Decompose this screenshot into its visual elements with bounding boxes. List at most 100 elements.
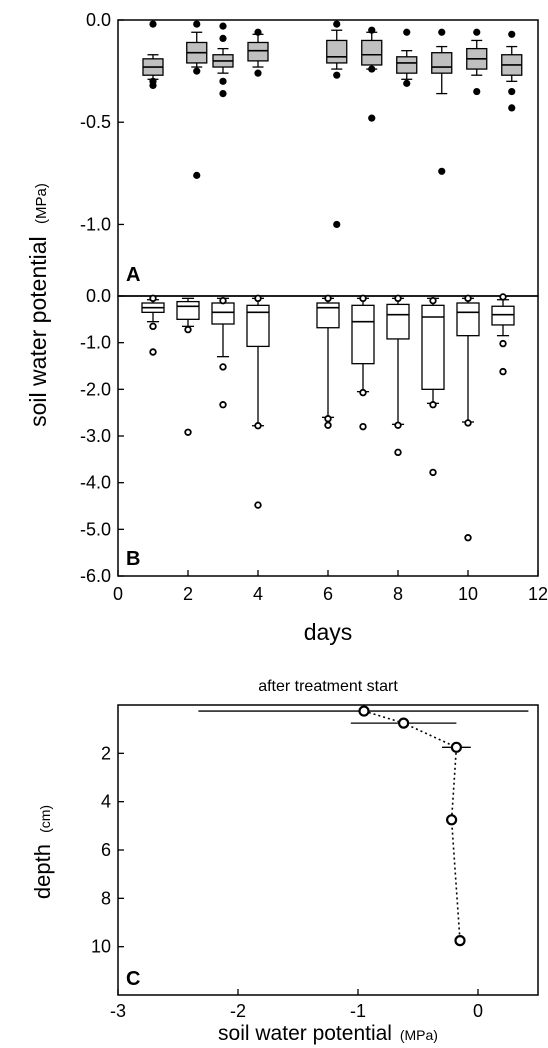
panel-b-axes: 0.0 -1.0 -2.0 -3.0 -4.0 -5.0 -6.00 2 4 6 8 10 12 (80, 286, 548, 604)
panel-c-profile-line (363, 710, 461, 941)
panel-a-box-body (431, 52, 453, 74)
panel-c-plot (198, 705, 529, 947)
panel-a-outlier (508, 30, 516, 38)
panel-b-outlier (219, 401, 227, 409)
panel-a-outlier (219, 77, 227, 85)
panel-c-ylabel-text: depth (30, 844, 55, 899)
panel-b-outlier (499, 367, 507, 376)
panel-b-outlier (464, 419, 472, 427)
panel-c-frame (117, 704, 539, 996)
panel-b-box-1 (141, 294, 165, 356)
panel-a-outlier (333, 71, 341, 79)
panel-b-outlier (254, 422, 262, 430)
panel-a: A 0.0 -0.5 -1.0 (80, 10, 539, 297)
panel-c-axes: -3 -2 -1 0 2 4 6 8 10 (91, 743, 483, 1021)
panel-b-xlabel: days (304, 619, 353, 645)
panel-b-box-8 (421, 296, 445, 477)
panel-a-box-10 (501, 30, 523, 112)
panel-c-ytick-label: 4 (101, 792, 111, 812)
panel-b-outlier (359, 294, 367, 303)
panel-b-outlier (149, 348, 157, 356)
panel-a-outlier (508, 87, 516, 96)
panel-a-box-body (326, 39, 348, 64)
panel-a-ytick-label: -1.0 (80, 214, 111, 234)
panel-b-ytick-label: -5.0 (80, 519, 111, 539)
panel-a-outlier (438, 167, 446, 175)
panel-a-outlier (473, 28, 481, 36)
panel-a-box-9 (466, 28, 488, 96)
panel-b-outlier (394, 421, 402, 429)
panel-b-xtick-label: 10 (458, 584, 478, 604)
panel-c-ylabel: depth (cm) (30, 805, 55, 899)
panel-b-xtick-label: 4 (253, 584, 263, 604)
panel-b-box-body (421, 304, 445, 390)
panel-a-box-3 (212, 22, 234, 98)
panel-b-box-2 (176, 297, 200, 436)
panel-b-outlier (394, 294, 402, 303)
panel-b-ytick-label: -4.0 (80, 473, 111, 493)
panel-c-point (398, 717, 410, 729)
panel-b-outlier (324, 421, 332, 429)
panel-c-ytick-label: 6 (101, 840, 111, 860)
panel-a-box-7 (396, 28, 418, 87)
panel-a-outlier (219, 90, 227, 98)
panel-b-outlier (394, 448, 402, 457)
panel-b-outlier (324, 415, 332, 423)
panel-c-ytick-label: 10 (91, 937, 111, 957)
shared-ylabel-unit: (MPa) (33, 183, 50, 224)
panel-a-box-1 (142, 20, 164, 90)
panel-a-box-body (361, 39, 383, 66)
panel-a-outlier (403, 28, 411, 36)
panel-b-outlier (429, 401, 437, 409)
panel-a-outlier (368, 26, 376, 34)
panel-a-outlier (193, 171, 201, 179)
panel-b-outlier (359, 422, 367, 431)
panel-a-outlier (473, 87, 481, 96)
panel-b-box-body (351, 304, 375, 365)
panel-a-outlier (219, 22, 227, 30)
panel-b-xtick-label: 2 (183, 584, 193, 604)
panel-b-box-3 (211, 296, 235, 409)
panel-a-outlier (333, 20, 341, 28)
panel-b-outlier (324, 294, 332, 303)
panel-b-ytick-label: -3.0 (80, 426, 111, 446)
panel-b-box-body (456, 302, 480, 337)
panel-b-xtick-label: 8 (393, 584, 403, 604)
panel-c-point (450, 741, 462, 753)
panel-b-outlier (219, 363, 227, 371)
panel-c-point (446, 814, 458, 826)
panel-a-box-2 (186, 20, 208, 179)
panel-a-box-4 (247, 28, 269, 77)
panel-b-box-10 (491, 293, 515, 376)
panel-c-xtick-label: 0 (473, 1001, 483, 1021)
panel-b-ytick-label: -6.0 (80, 566, 111, 586)
panel-b-box-5 (316, 294, 340, 429)
panel-a-outlier (254, 69, 262, 77)
panel-b-outlier (499, 293, 507, 301)
panel-a-boxes (142, 20, 523, 229)
panel-b-outlier (464, 294, 472, 303)
shared-ylabel-text: soil water potential (25, 236, 51, 427)
panel-c-ytick-label: 2 (101, 743, 111, 763)
panel-b-boxes (141, 293, 515, 542)
panel-b-xtick-label: 12 (528, 584, 548, 604)
panel-b: B 0.0 -1.0 -2.0 -3.0 -4.0 -5.0 -6.00 2 4 6 8 10 12 d… (80, 286, 548, 645)
panel-b-box-body (386, 303, 410, 340)
panel-a-letter: A (126, 264, 140, 286)
panel-c-title: after treatment start (258, 678, 398, 695)
panel-b-box-6 (351, 294, 375, 431)
panel-a-outlier (193, 20, 201, 28)
panel-a-box-6 (361, 26, 383, 122)
panel-a-box-5 (326, 20, 348, 229)
panel-c: after treatment start C depth (cm) -3 -2-… (30, 678, 539, 1045)
panel-b-outlier (184, 325, 192, 334)
panel-b-ytick-label: -1.0 (80, 333, 111, 353)
panel-b-outlier (359, 388, 367, 397)
panel-b-outlier (429, 296, 437, 305)
panel-a-outlier (219, 34, 227, 43)
panel-b-outlier (149, 322, 157, 331)
panel-a-box-body (247, 41, 269, 62)
panel-b-ytick-label: 0.0 (86, 286, 111, 306)
panel-a-box-8 (431, 28, 453, 175)
panel-a-y-axis: 0.0 -0.5 -1.0 (80, 10, 124, 234)
